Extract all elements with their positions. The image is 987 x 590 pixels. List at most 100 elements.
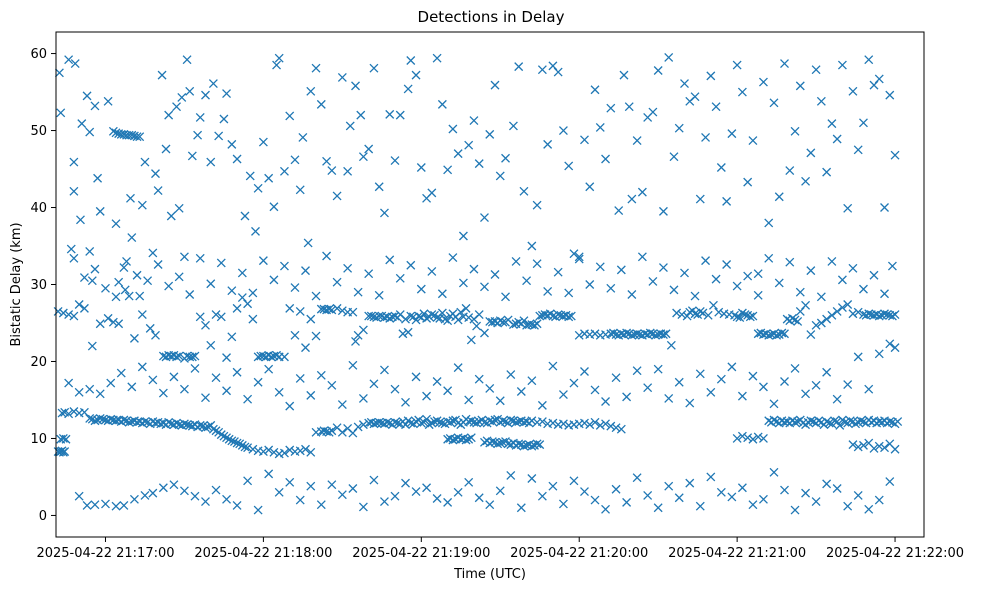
data-point — [480, 213, 489, 222]
data-point — [211, 485, 221, 495]
data-point — [443, 386, 453, 396]
data-point — [864, 504, 874, 514]
data-point — [279, 261, 289, 271]
data-point — [140, 490, 150, 500]
data-point — [632, 136, 642, 146]
data-point — [548, 481, 558, 491]
data-point — [690, 92, 700, 102]
data-point — [490, 80, 500, 90]
data-point — [416, 418, 426, 428]
data-point — [695, 306, 705, 316]
data-point — [627, 290, 637, 299]
data-point — [753, 290, 763, 300]
data-point — [79, 303, 89, 313]
data-point — [874, 311, 884, 321]
data-point — [85, 246, 95, 256]
data-point — [474, 310, 484, 319]
data-point — [411, 417, 421, 426]
data-point — [669, 285, 679, 295]
data-point — [119, 263, 129, 273]
data-point — [843, 501, 853, 511]
data-point — [851, 419, 861, 429]
data-point — [390, 311, 400, 321]
y-tick-label: 60 — [30, 47, 47, 62]
data-point — [695, 194, 705, 204]
data-point — [601, 154, 610, 164]
data-point — [248, 444, 258, 454]
data-point — [229, 437, 239, 447]
data-point — [440, 314, 450, 324]
data-point — [893, 417, 903, 426]
data-point — [414, 311, 424, 321]
data-point — [748, 434, 758, 444]
data-point — [498, 317, 508, 327]
data-point — [727, 129, 737, 139]
data-point — [251, 226, 260, 236]
data-point — [498, 437, 508, 447]
data-point — [498, 416, 508, 426]
data-point — [501, 417, 510, 426]
data-point — [822, 479, 832, 489]
data-point — [64, 409, 74, 419]
data-point — [385, 109, 395, 119]
data-point — [190, 363, 200, 373]
data-point — [372, 313, 382, 323]
data-point — [153, 260, 163, 269]
data-point — [835, 420, 845, 430]
data-point — [227, 436, 237, 446]
data-point — [769, 98, 779, 108]
data-point — [890, 150, 900, 160]
data-point — [874, 495, 884, 505]
data-point — [780, 329, 789, 339]
data-point — [511, 256, 521, 266]
data-point — [64, 378, 74, 388]
data-point — [801, 488, 811, 498]
data-point — [790, 417, 800, 427]
plot-frame — [55, 31, 925, 538]
data-point — [585, 280, 595, 289]
data-point — [90, 264, 100, 274]
data-point — [840, 417, 850, 427]
data-point — [316, 500, 326, 510]
data-point — [651, 330, 661, 340]
data-point — [822, 367, 832, 377]
data-point — [140, 417, 150, 426]
data-point — [290, 155, 300, 165]
data-point — [222, 433, 232, 443]
data-point — [532, 319, 542, 329]
data-point — [611, 373, 621, 383]
data-point — [416, 163, 426, 172]
data-point — [790, 505, 800, 515]
data-point — [708, 300, 718, 310]
data-point — [311, 331, 321, 341]
data-point — [827, 256, 837, 266]
data-point — [837, 303, 847, 313]
data-point — [458, 278, 468, 288]
data-point — [706, 71, 716, 81]
data-point — [753, 269, 763, 279]
x-axis: 2025-04-22 21:17:00 2025-04-22 21:18:00 20… — [36, 537, 964, 561]
data-point — [727, 362, 737, 372]
data-point — [206, 340, 216, 350]
data-point — [119, 500, 129, 510]
data-point — [319, 426, 329, 436]
data-point — [219, 431, 229, 441]
data-point — [343, 263, 353, 273]
data-point — [864, 384, 874, 394]
data-point — [859, 284, 868, 294]
data-point — [695, 501, 705, 511]
data-point — [690, 309, 700, 319]
data-point — [653, 66, 663, 75]
data-point — [616, 424, 626, 434]
data-point — [490, 415, 500, 425]
data-point — [601, 397, 610, 406]
data-point — [553, 310, 563, 319]
data-point — [380, 497, 389, 507]
data-point — [64, 310, 74, 319]
data-point — [232, 367, 242, 377]
data-point — [145, 323, 155, 333]
data-point — [74, 491, 84, 501]
data-point — [466, 335, 476, 345]
data-point — [822, 167, 832, 177]
data-point — [232, 303, 242, 313]
